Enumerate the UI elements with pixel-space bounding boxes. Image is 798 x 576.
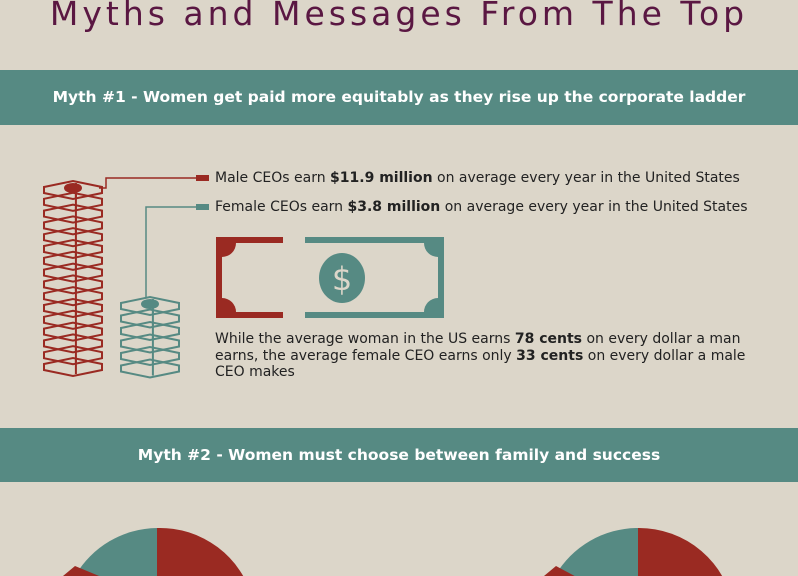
- note-highlight: 78 cents: [514, 331, 583, 347]
- bill-layer: [43, 333, 103, 354]
- bill-top-seal: [64, 183, 82, 193]
- pie-chart-left: [63, 527, 244, 576]
- bill-layer: [120, 295, 180, 317]
- bill-layer: [120, 358, 180, 379]
- bill-layer: [43, 227, 103, 248]
- bill-layer: [43, 179, 103, 201]
- bill-layer: [43, 297, 103, 319]
- male-connector: [99, 177, 196, 189]
- male-ceo-earnings: Male CEOs earn $11.9 million on average …: [215, 170, 740, 186]
- dollar-sign: $: [332, 260, 352, 298]
- bill-layer: [43, 238, 103, 260]
- bill-layer: [43, 345, 103, 366]
- bill-layer: [43, 274, 103, 295]
- bill-layer: [120, 333, 180, 354]
- bill-layer: [43, 321, 103, 342]
- note-text: on every dollar a man earns, the average…: [215, 331, 741, 364]
- note-highlight: 33 cents: [516, 347, 584, 364]
- wage-gap-note: While the average woman in the US earns …: [215, 331, 775, 381]
- note-text: While the average woman in the US earns: [215, 331, 515, 347]
- male-earnings-amount: $11.9 million: [330, 170, 433, 186]
- male-legend-marker: [196, 175, 209, 181]
- myth-2-banner: Myth #2 - Women must choose between fami…: [0, 428, 798, 482]
- bill-top-seal: [141, 299, 159, 309]
- note-text: on every dollar a male CEO makes: [215, 347, 746, 381]
- myth-1-banner: Myth #1 - Women get paid more equitably …: [0, 70, 798, 125]
- pie-chart-right: [544, 527, 723, 576]
- bill-layer: [43, 309, 103, 330]
- female-connector: [145, 206, 196, 298]
- bill-layer: [43, 203, 103, 224]
- bill-layer: [43, 356, 103, 378]
- female-earnings-prefix: Female CEOs earn: [215, 199, 348, 215]
- money-stack-icon: [120, 295, 180, 379]
- male-earnings-prefix: Male CEOs earn: [215, 170, 331, 186]
- bill-layer: [43, 215, 103, 236]
- bill-layer: [43, 262, 103, 283]
- bill-layer: [43, 286, 103, 307]
- bill-layer: [120, 320, 180, 342]
- female-earnings-suffix: on average every year in the United Stat…: [440, 199, 748, 215]
- female-earnings-amount: $3.8 million: [347, 199, 441, 215]
- bill-layer: [120, 345, 180, 367]
- dollar-bill-icon: $: [216, 237, 444, 318]
- female-legend-marker: [196, 204, 209, 210]
- money-stack-icon: [43, 179, 103, 378]
- page-title: Myths and Messages From The Top: [49, 0, 749, 33]
- bill-layer: [120, 308, 180, 329]
- male-earnings-suffix: on average every year in the United Stat…: [432, 170, 740, 186]
- female-ceo-earnings: Female CEOs earn $3.8 million on average…: [215, 199, 748, 215]
- bill-layer: [43, 250, 103, 271]
